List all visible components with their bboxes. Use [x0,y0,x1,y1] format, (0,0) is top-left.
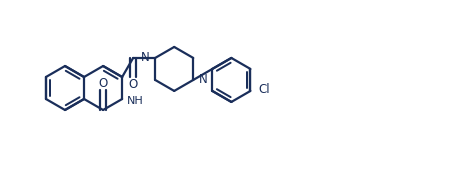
Text: O: O [98,77,107,90]
Text: N: N [199,73,207,86]
Text: N: N [140,52,149,64]
Text: O: O [128,78,138,91]
Text: NH: NH [127,96,144,106]
Text: Cl: Cl [258,83,269,96]
